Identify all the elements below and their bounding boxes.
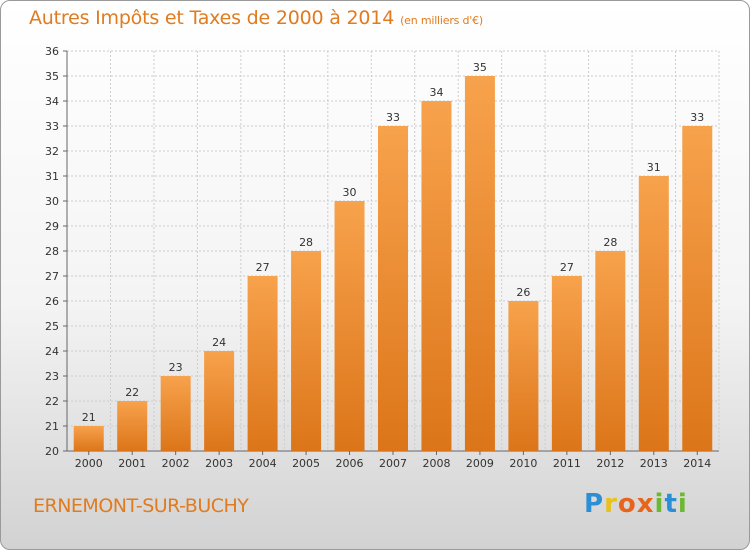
y-tick-label: 25	[45, 320, 59, 333]
labels: 20 21 22 23 24 25 26 27 28 29 30 31 32 33 34 35 36 21 2000…	[45, 45, 711, 470]
data-label: 22	[125, 386, 139, 399]
data-label: 30	[343, 186, 357, 199]
data-label: 28	[299, 236, 313, 249]
bar	[291, 251, 322, 451]
x-tick-label: 2014	[683, 457, 711, 470]
bar	[204, 351, 235, 451]
x-tick-label: 2006	[336, 457, 364, 470]
bar	[117, 401, 148, 451]
chart-title-unit: (en milliers d'€)	[400, 14, 483, 27]
data-label: 31	[647, 161, 661, 174]
x-tick-label: 2007	[379, 457, 407, 470]
data-label: 34	[429, 86, 443, 99]
x-tick-label: 2011	[553, 457, 581, 470]
y-tick-label: 26	[45, 295, 59, 308]
y-tick-label: 36	[45, 45, 59, 58]
logo-letter: x	[636, 489, 655, 519]
x-tick-label: 2013	[640, 457, 668, 470]
x-tick-label: 2008	[422, 457, 450, 470]
y-tick-label: 23	[45, 370, 59, 383]
commune-name: ERNEMONT-SUR-BUCHY	[33, 495, 249, 517]
y-tick-label: 28	[45, 245, 59, 258]
y-tick-label: 33	[45, 120, 59, 133]
bar	[378, 126, 408, 451]
data-label: 27	[560, 261, 574, 274]
data-label: 28	[603, 236, 617, 249]
data-label: 26	[516, 286, 530, 299]
x-tick-label: 2010	[509, 457, 537, 470]
x-tick-label: 2005	[292, 457, 320, 470]
y-tick-label: 27	[45, 270, 59, 283]
y-tick-label: 35	[45, 70, 59, 83]
data-label: 33	[690, 111, 704, 124]
bar	[682, 126, 713, 451]
y-tick-label: 31	[45, 170, 59, 183]
bar	[551, 276, 582, 451]
logo-letter: r	[604, 489, 618, 519]
data-label: 27	[256, 261, 270, 274]
logo-letter: t	[664, 489, 678, 519]
logo-letter: o	[617, 489, 637, 519]
bar	[334, 201, 365, 451]
y-tick-label: 24	[45, 345, 59, 358]
data-label: 21	[82, 411, 96, 424]
bar	[638, 176, 669, 451]
data-label: 24	[212, 336, 226, 349]
chart-title-main: Autres Impôts et Taxes de 2000 à 2014	[29, 7, 395, 29]
y-tick-label: 20	[45, 445, 59, 458]
chart-title: Autres Impôts et Taxes de 2000 à 2014 (en…	[29, 7, 483, 29]
bar	[595, 251, 626, 451]
bar	[160, 376, 191, 451]
y-tick-label: 34	[45, 95, 59, 108]
bar	[508, 301, 539, 451]
bars	[73, 76, 713, 451]
data-label: 23	[169, 361, 183, 374]
y-tick-label: 22	[45, 395, 59, 408]
y-tick-label: 32	[45, 145, 59, 158]
x-tick-label: 2001	[118, 457, 146, 470]
logo-letter: P	[584, 489, 605, 519]
x-tick-label: 2009	[466, 457, 494, 470]
data-label: 35	[473, 61, 487, 74]
data-label: 33	[386, 111, 400, 124]
y-tick-label: 29	[45, 220, 59, 233]
x-tick-label: 2000	[75, 457, 103, 470]
bar	[73, 426, 104, 451]
x-tick-label: 2003	[205, 457, 233, 470]
y-tick-label: 21	[45, 420, 59, 433]
x-tick-label: 2004	[249, 457, 277, 470]
proxiti-logo: Proxiti	[584, 489, 688, 519]
bar	[421, 101, 452, 451]
logo-letter: i	[677, 489, 688, 519]
x-tick-label: 2012	[596, 457, 624, 470]
bar	[247, 276, 278, 451]
y-tick-label: 30	[45, 195, 59, 208]
bar	[464, 76, 495, 451]
x-tick-label: 2002	[162, 457, 190, 470]
logo-letter: i	[654, 489, 665, 519]
